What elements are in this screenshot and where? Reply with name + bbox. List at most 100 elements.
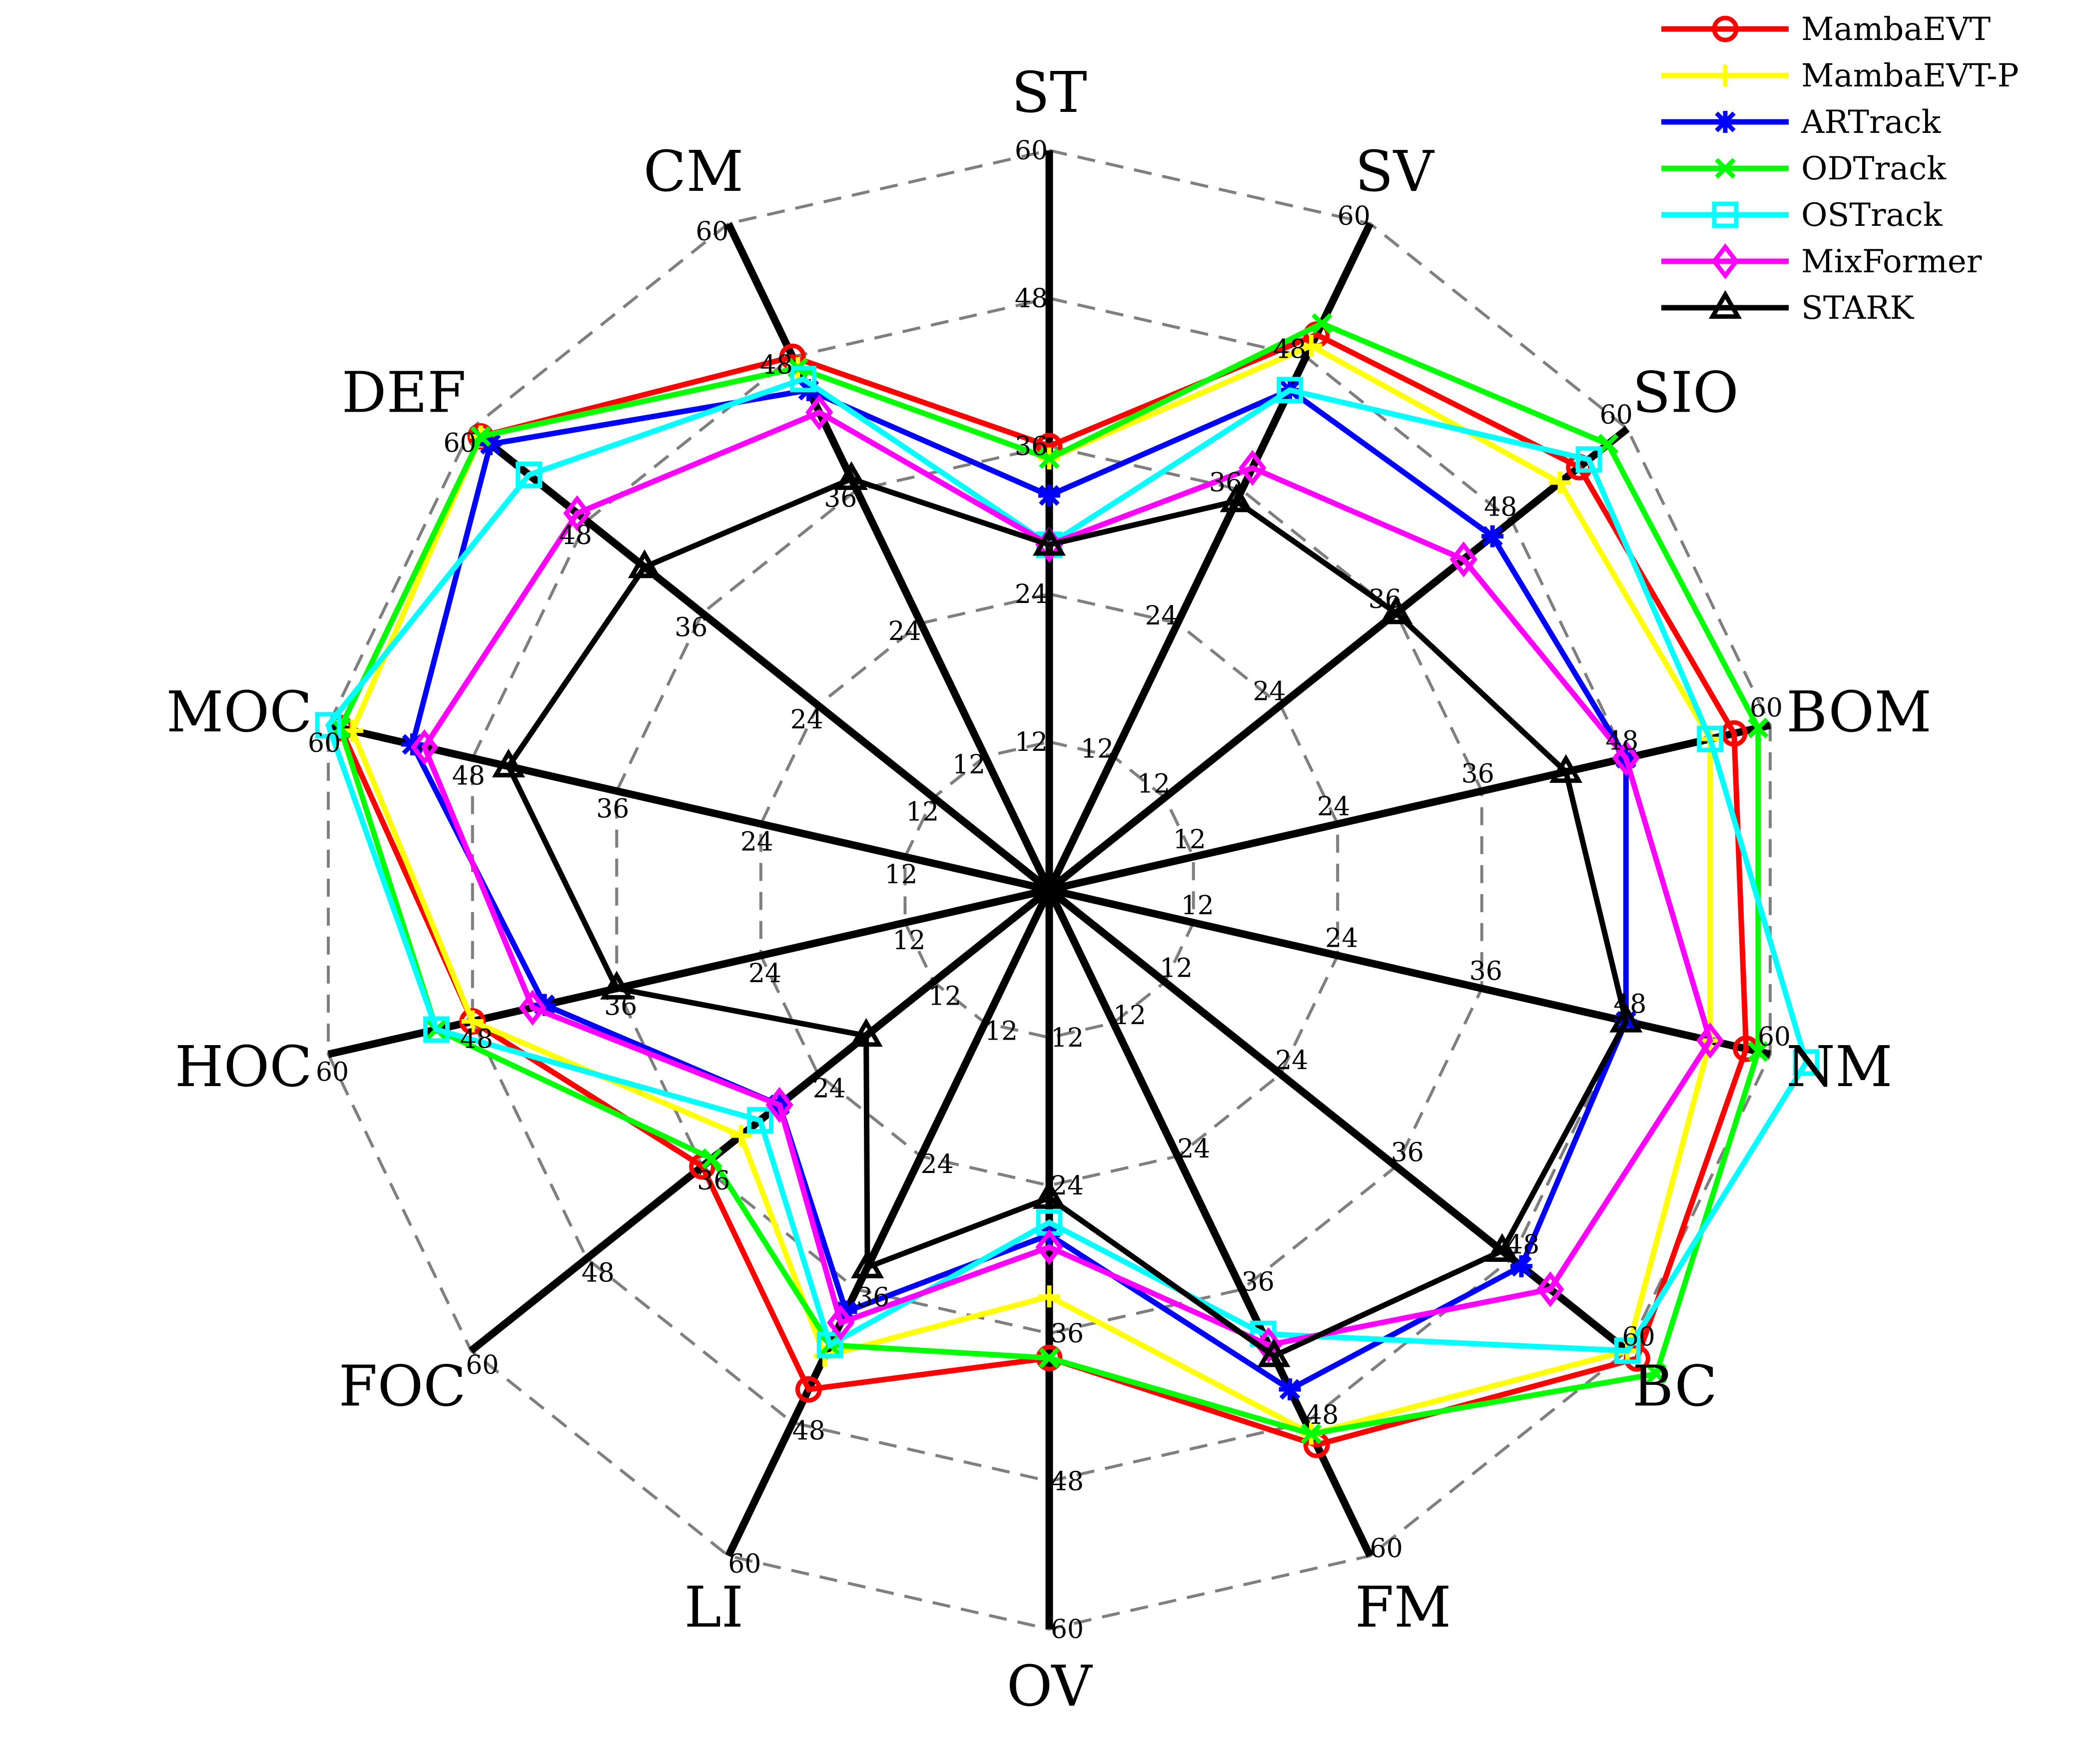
axis-label-nm: NM [1786,1035,1893,1100]
axis-label-ov: OV [1007,1654,1093,1719]
tick-label-def-60: 60 [443,428,476,458]
tick-label-fm-12: 12 [1113,1001,1146,1031]
tick-label-sv-24: 24 [1145,601,1178,631]
tick-label-li-36: 36 [856,1283,889,1313]
tick-label-li-48: 48 [792,1416,825,1446]
tick-label-foc-12: 12 [928,982,961,1012]
tick-label-nm-60: 60 [1758,1022,1791,1052]
data-point-ostrack-sv [1277,377,1304,404]
axis-label-fm: FM [1355,1575,1451,1640]
tick-label-moc-12: 12 [884,860,917,890]
tick-label-cm-48: 48 [760,350,793,380]
data-point-mixformer-sv [1239,450,1267,486]
axis-label-moc: MOC [166,680,312,745]
grid-ring-36 [615,444,1483,1335]
legend-label-artrack: ARTrack [1801,104,1942,141]
data-point-stark-cm [834,461,868,490]
axis-line-bom [1048,721,1771,894]
tick-label-sio-24: 24 [1253,677,1286,707]
tick-label-foc-24: 24 [813,1074,846,1104]
tick-label-moc-60: 60 [308,728,341,758]
axis-label-bc: BC [1632,1354,1717,1419]
series-line-ostrack [325,376,1809,1354]
data-point-mixformer-bom [1612,740,1640,776]
data-point-odtrack-ov [1039,1347,1060,1369]
tick-label-sio-60: 60 [1600,400,1633,430]
series-odtrack [330,313,1769,1444]
tick-label-hoc-36: 36 [604,992,637,1022]
tick-label-ov-48: 48 [1051,1467,1084,1497]
data-point-ostrack-hoc [423,1016,450,1043]
data-point-mixformer-li [826,1304,855,1341]
data-point-odtrack-foc [701,1148,722,1170]
tick-label-moc-24: 24 [740,827,773,857]
tick-label-hoc-48: 48 [460,1025,493,1055]
tick-label-bom-60: 60 [1750,693,1783,723]
legend-label-mambaevt-p: MambaEVT-P [1801,57,2019,94]
data-point-odtrack-sio [1597,434,1619,455]
tick-label-bom-24: 24 [1317,792,1350,822]
legend-label-ostrack: OSTrack [1801,197,1943,234]
data-point-ostrack-nm [1793,1049,1820,1076]
axis-label-li: LI [684,1575,743,1640]
tick-label-bc-36: 36 [1391,1138,1424,1168]
legend-marker-mixformer [1711,243,1739,279]
tick-label-nm-36: 36 [1469,957,1502,987]
axis-label-sio: SIO [1632,361,1739,426]
tick-label-nm-48: 48 [1613,989,1646,1019]
tick-label-bc-12: 12 [1160,953,1193,983]
data-point-ostrack-sio [1575,446,1602,473]
legend-item-artrack: ARTrack [1661,104,1942,141]
legend-marker-ostrack [1712,201,1739,228]
tick-label-sio-12: 12 [1137,769,1170,799]
legend-label-odtrack: ODTrack [1801,150,1947,187]
radar-series [315,313,1820,1458]
data-point-stark-foc [849,1018,883,1047]
tick-label-def-24: 24 [790,705,823,735]
axis-line-def [469,426,1052,893]
legend-item-mixformer: MixFormer [1661,243,1982,280]
data-point-mambaevt-p-sv [1300,335,1323,357]
data-point-stark-sio [1380,595,1413,624]
data-point-ostrack-bc [1614,1337,1641,1364]
data-point-artrack-fm [1279,1378,1301,1401]
series-stark [492,461,1643,1367]
legend-marker-mambaevt [1712,15,1739,42]
legend-marker-stark [1708,290,1742,319]
data-point-odtrack-def [470,426,491,447]
tick-label-sv-60: 60 [1338,201,1371,231]
axis-label-def: DEF [342,361,466,426]
data-point-stark-hoc [600,971,634,1000]
tick-label-sv-12: 12 [1081,734,1114,764]
radar-tick-labels: 12 24 36 48 60 12 24 36 48 60 12 24 36 48 60 12 24 36 48 60… [308,136,1791,1645]
legend-item-ostrack: OSTrack [1661,197,1943,234]
tick-label-cm-12: 12 [952,750,985,780]
tick-label-moc-48: 48 [452,761,485,791]
tick-label-bom-48: 48 [1605,726,1638,756]
tick-label-hoc-60: 60 [316,1057,349,1087]
axis-label-st: ST [1011,60,1087,125]
chart-legend: MambaEVT MambaEVT-P ARTrack ODTrack OSTrack M… [1661,11,2019,327]
axis-line-nm [1048,886,1771,1058]
legend-item-stark: STARK [1661,290,1914,327]
data-point-artrack-li [835,1300,857,1323]
tick-label-nm-12: 12 [1181,891,1214,921]
data-point-mambaevt-p-ov [1038,1285,1060,1307]
data-point-mixformer-fm [1255,1327,1283,1363]
tick-label-hoc-12: 12 [892,926,925,956]
data-point-mambaevt-p-sio [1549,471,1571,494]
data-point-mixformer-hoc [519,990,547,1026]
tick-label-cm-60: 60 [695,217,728,247]
axis-label-sv: SV [1355,139,1435,204]
axis-line-moc [327,721,1050,894]
data-point-mixformer-ov [1035,1229,1063,1265]
tick-label-moc-36: 36 [596,794,629,824]
tick-label-hoc-24: 24 [748,959,781,989]
data-point-artrack-moc [401,733,424,756]
tick-label-bom-12: 12 [1173,825,1206,855]
data-point-odtrack-bom [1748,717,1769,738]
tick-label-ov-12: 12 [1051,1023,1084,1053]
data-point-artrack-sio [1481,525,1504,548]
axis-line-li [725,888,1053,1558]
data-point-mambaevt-p-hoc [461,1010,484,1033]
